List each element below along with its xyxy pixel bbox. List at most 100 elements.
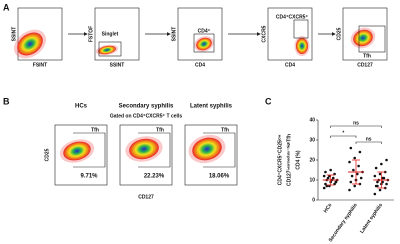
gate-label: Tfh [363, 53, 371, 59]
significance-bracket [355, 141, 382, 144]
data-point [326, 176, 330, 180]
cell-density [296, 38, 308, 54]
cell-density [129, 138, 159, 160]
significance-label: * [342, 130, 344, 136]
x-axis-label: SSINT [110, 62, 125, 68]
data-point [373, 192, 377, 196]
significance-label: ns [366, 136, 372, 142]
data-point [378, 172, 382, 176]
gate [98, 41, 122, 57]
y-axis-label: CD4⁺CXCR5⁺CD25ˡᵒʷ [277, 134, 283, 185]
data-point [380, 162, 383, 166]
y-tick-label: 10 [309, 177, 315, 183]
data-point [359, 176, 363, 180]
plot-frame [17, 7, 63, 61]
data-point [352, 168, 355, 172]
x-axis-label: CD4 [285, 62, 295, 68]
data-point [331, 176, 335, 180]
y-axis-label: CD25 [336, 27, 342, 40]
panel-label: C [265, 96, 272, 106]
data-point [348, 160, 351, 164]
y-tick-label: 40 [309, 117, 315, 123]
y-axis-label: FSTOF [88, 26, 94, 42]
gating-note: Gated on CD4⁺CXCR5⁺ T cells [110, 113, 182, 119]
plot-frame [342, 7, 388, 61]
gate [138, 132, 171, 168]
data-point [381, 176, 384, 180]
significance-bracket [330, 125, 382, 128]
y-axis-label: CD4 (%) [295, 150, 301, 170]
data-point [376, 184, 379, 188]
y-axis-label: CD127ⁱⁿᵗᵉʳᵐᵉᵈⁱᵃᵗᵉ⁻ʰⁱᵍʰTfh [284, 134, 292, 186]
data-point [322, 186, 326, 190]
gate [193, 33, 215, 53]
data-point [374, 166, 378, 170]
percent-label: 22.23% [144, 174, 165, 180]
plot-frame [94, 7, 140, 61]
y-axis-label: CXCR5 [261, 25, 267, 42]
data-point [378, 188, 382, 192]
data-point [322, 174, 326, 178]
data-point [381, 180, 384, 184]
plot-title: HCs [75, 104, 88, 110]
x-axis-label: CD127 [357, 62, 373, 68]
x-tick-label: Secondary syphilis [328, 202, 359, 243]
data-point [329, 168, 332, 172]
y-axis-label: CD25 [44, 148, 50, 161]
x-tick-label: Latent syphilis [359, 202, 384, 234]
y-axis-label: SSINT [171, 27, 177, 42]
data-point [334, 180, 338, 184]
data-point [356, 172, 359, 176]
data-point [348, 188, 351, 192]
plot-frame [119, 124, 173, 186]
gate-label: Tfh [91, 127, 99, 133]
data-point [358, 150, 362, 154]
data-point [324, 182, 327, 186]
cell-density [63, 141, 91, 161]
percent-label: 9.71% [80, 174, 98, 180]
gate [203, 132, 236, 168]
data-point [385, 182, 388, 186]
significance-bracket [330, 135, 357, 138]
gate-label: CD4⁺ [198, 28, 211, 34]
x-axis-label: CD127 [138, 194, 154, 200]
y-tick-label: 30 [309, 137, 315, 143]
plot-frame [267, 7, 313, 61]
plot-frame [177, 7, 223, 61]
y-tick-label: 0 [312, 197, 315, 203]
gate [293, 19, 309, 39]
significance-label: ns [353, 120, 359, 126]
data-point [357, 164, 360, 168]
x-axis-label: FSINT [33, 62, 47, 68]
gate-label: Tfh [221, 127, 229, 133]
data-point [376, 180, 379, 184]
gate [73, 132, 106, 168]
data-point [349, 180, 353, 184]
panel-label: A [3, 2, 10, 12]
data-point [324, 170, 327, 174]
gate [358, 25, 386, 53]
data-point [349, 146, 353, 150]
cell-density [98, 45, 116, 55]
plot-frame [184, 124, 238, 186]
x-axis-label: CD4 [195, 62, 205, 68]
gate-label: Tfh [156, 127, 164, 133]
cell-density [192, 137, 222, 161]
gate-label: CD4⁺CXCR5⁺ [276, 14, 309, 20]
panel-label: B [3, 96, 10, 106]
data-point [353, 156, 357, 160]
data-point [350, 174, 354, 178]
percent-label: 18.06% [209, 174, 230, 180]
plot-frame [54, 124, 108, 186]
plot-title: Secondary syphilis [119, 104, 174, 110]
y-tick-label: 20 [309, 157, 315, 163]
gate-label: Singlet [102, 31, 119, 37]
cell-density [353, 29, 373, 47]
x-tick-label: HCs [323, 202, 334, 214]
cell-density [196, 37, 212, 51]
data-point [353, 184, 357, 188]
y-axis-label: SSINT [11, 27, 17, 42]
plot-title: Latent syphilis [190, 104, 233, 110]
data-point [373, 174, 377, 178]
